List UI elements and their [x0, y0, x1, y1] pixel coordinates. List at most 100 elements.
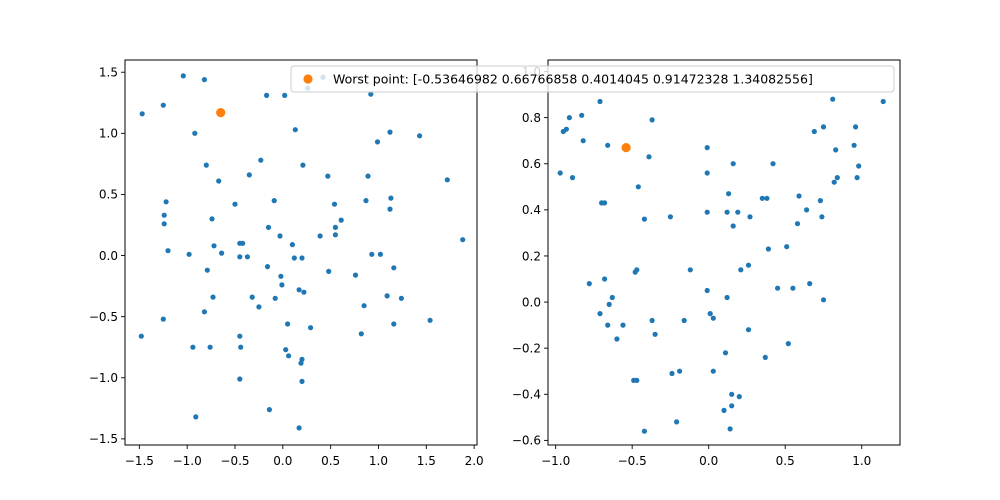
data-point — [299, 378, 305, 384]
data-point — [820, 124, 827, 130]
y-tick-label: −1.5 — [89, 432, 118, 446]
data-point — [762, 354, 768, 360]
data-point — [249, 294, 255, 300]
data-point — [880, 98, 886, 105]
data-point — [279, 282, 285, 288]
y-tick-label: −0.2 — [512, 341, 541, 355]
y-tick-label: −0.4 — [512, 388, 541, 402]
data-point — [674, 419, 680, 425]
legend-label: Worst point: [-0.53646982 0.66766858 0.4… — [333, 72, 813, 87]
data-point — [745, 327, 752, 333]
data-point — [747, 214, 753, 220]
data-point — [384, 293, 390, 299]
data-point — [704, 170, 710, 176]
data-point — [794, 221, 801, 227]
data-point — [204, 267, 210, 273]
x-tick-label: −1.0 — [173, 454, 202, 468]
data-point — [729, 403, 735, 409]
data-point — [765, 246, 772, 252]
data-point — [830, 96, 836, 102]
data-point — [566, 115, 573, 121]
y-tick-label: 0.5 — [99, 188, 118, 202]
data-point — [332, 224, 338, 230]
data-point — [201, 309, 207, 315]
data-point — [726, 191, 732, 197]
axes-frame — [547, 59, 901, 446]
data-point — [641, 428, 648, 434]
data-point — [817, 198, 824, 204]
data-point — [730, 223, 736, 229]
data-point — [724, 294, 730, 301]
data-point — [216, 178, 222, 184]
data-point — [745, 262, 752, 268]
data-point — [271, 198, 277, 204]
data-point — [831, 179, 837, 185]
data-point — [398, 295, 404, 301]
data-point — [161, 221, 167, 227]
data-point — [759, 195, 765, 201]
data-point — [641, 216, 648, 222]
data-point — [139, 111, 145, 117]
data-point — [646, 154, 652, 160]
data-point — [677, 368, 683, 374]
data-point — [669, 370, 675, 377]
data-point — [299, 255, 305, 261]
data-point — [704, 145, 710, 151]
data-point — [724, 209, 730, 215]
data-point — [785, 341, 791, 347]
data-point — [632, 269, 638, 275]
worst-point-marker — [216, 108, 226, 118]
data-point — [729, 391, 735, 397]
data-point — [388, 195, 394, 201]
data-point — [286, 353, 292, 359]
data-point — [298, 360, 304, 366]
y-tick-label: −1.0 — [89, 371, 118, 385]
data-point — [300, 162, 306, 168]
data-point — [163, 199, 169, 205]
data-point — [296, 287, 302, 293]
data-point — [721, 407, 727, 413]
data-point — [796, 193, 802, 199]
data-point — [387, 129, 393, 135]
data-point — [710, 368, 716, 374]
data-point — [738, 267, 744, 273]
data-point — [560, 128, 566, 135]
y-tick-label: 0.2 — [522, 249, 541, 263]
data-point — [186, 251, 192, 257]
x-tick-label: −1.5 — [125, 454, 154, 468]
data-point — [325, 173, 331, 179]
y-tick-label: 0.4 — [522, 203, 541, 217]
data-point — [620, 322, 626, 328]
data-point — [369, 251, 375, 257]
data-point — [210, 294, 216, 300]
data-point — [211, 243, 217, 249]
data-point — [704, 287, 710, 294]
data-point — [240, 240, 246, 246]
y-tick-label: 0.8 — [522, 111, 541, 125]
data-point — [160, 102, 166, 108]
data-point — [363, 198, 369, 204]
data-point — [237, 254, 243, 260]
data-point — [811, 128, 817, 135]
data-point — [707, 311, 713, 317]
data-point — [301, 289, 307, 295]
data-point — [358, 331, 364, 337]
data-point — [602, 276, 608, 282]
data-point — [331, 201, 338, 207]
worst-point-marker — [621, 143, 631, 153]
data-point — [687, 267, 693, 273]
data-point — [704, 209, 710, 215]
data-point — [180, 73, 186, 79]
data-point — [285, 321, 291, 327]
data-point — [856, 163, 862, 169]
data-point — [606, 301, 612, 307]
data-point — [681, 317, 687, 324]
legend: Worst point: [-0.53646982 0.66766858 0.4… — [290, 65, 895, 93]
data-point — [605, 322, 611, 328]
x-tick-label: 0.5 — [776, 454, 795, 468]
data-point — [266, 407, 272, 413]
data-point — [308, 325, 314, 331]
data-point — [635, 184, 641, 190]
data-point — [264, 92, 270, 98]
x-tick-label: −0.5 — [618, 454, 647, 468]
